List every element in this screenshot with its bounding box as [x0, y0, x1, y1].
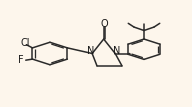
Text: O: O [101, 19, 108, 29]
Text: F: F [18, 55, 24, 65]
Text: N: N [113, 46, 121, 56]
Text: N: N [87, 46, 94, 56]
Text: Cl: Cl [21, 38, 30, 48]
